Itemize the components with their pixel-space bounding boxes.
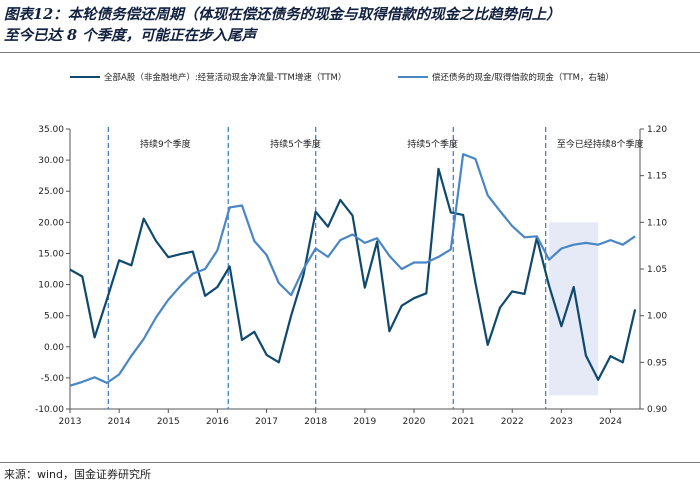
y-right-tick-label: 1.05 (647, 265, 667, 275)
x-tick-label: 2020 (403, 417, 426, 427)
x-tick-label: 2018 (304, 417, 327, 427)
y-left-tick-label: 30.00 (38, 156, 64, 166)
x-tick-label: 2022 (501, 417, 524, 427)
period-markers-group (107, 127, 547, 409)
y-left-tick-label: 10.00 (38, 281, 64, 291)
x-tick-label: 2016 (206, 417, 229, 427)
chart-title: 图表12：本轮债务偿还周期（体现在偿还债务的现金与取得借款的现金之比趋势向上） … (4, 4, 696, 46)
series-line-2 (69, 153, 636, 387)
legend-label-series1: 全部A股（非金融地产）:经营活动现金净流量-TTM增速（TTM） (104, 72, 346, 83)
source-divider (0, 462, 700, 463)
x-tick-label: 2019 (353, 417, 376, 427)
y-right-tick-label: 1.00 (647, 312, 667, 322)
source-note: 来源：wind，国金证券研究所 (4, 468, 152, 481)
y-right-tick-label: 0.95 (647, 358, 667, 368)
x-tick-label: 2017 (255, 417, 278, 427)
annotations-group: 持续9个季度 持续5个季度 持续5个季度 至今已经持续8个季度 (140, 138, 644, 150)
y-left-tick-label: 20.00 (38, 218, 64, 228)
y-left-tick-label: 25.00 (38, 187, 64, 197)
title-divider (0, 52, 700, 53)
x-tick-label: 2024 (599, 417, 622, 427)
y-right-tick-label: 1.10 (647, 218, 667, 228)
x-tick-label: 2021 (452, 417, 475, 427)
series-group (69, 153, 637, 387)
y-left-tick-label: 5.00 (44, 312, 64, 322)
y-left-tick-label: 0.00 (44, 343, 64, 353)
x-tick-label: 2015 (157, 417, 180, 427)
x-tick-label: 2014 (108, 417, 131, 427)
y-right-tick-label: 1.20 (647, 125, 667, 135)
chart-legend: 全部A股（非金融地产）:经营活动现金净流量-TTM增速（TTM） 偿还债务的现金… (70, 72, 614, 83)
series-line-1 (69, 167, 637, 381)
y-right-tick-label: 0.90 (647, 405, 667, 415)
period-annotation: 至今已经持续8个季度 (557, 138, 644, 150)
period-annotation: 持续5个季度 (270, 138, 321, 150)
chart-area: 全部A股（非金融地产）:经营活动现金净流量-TTM增速（TTM） 偿还债务的现金… (35, 72, 667, 427)
chart-title-line2: 至今已达 8 个季度，可能正在步入尾声 (4, 27, 257, 44)
x-tick-label: 2013 (59, 417, 82, 427)
y-left-tick-label: -5.00 (41, 374, 65, 384)
chart-title-line1: 图表12：本轮债务偿还周期（体现在偿还债务的现金与取得借款的现金之比趋势向上） (4, 6, 561, 23)
y-right-tick-label: 1.15 (647, 172, 667, 182)
y-left-tick-label: -10.00 (35, 405, 64, 415)
legend-label-series2: 偿还债务的现金/取得借款的现金（TTM，右轴） (432, 72, 614, 83)
y-left-tick-label: 15.00 (38, 249, 64, 259)
x-tick-label: 2023 (550, 417, 573, 427)
period-annotation: 持续5个季度 (407, 138, 458, 150)
period-annotation: 持续9个季度 (140, 138, 191, 150)
axes-group: 35.00 30.00 25.00 20.00 15.00 10.00 5.00 0.00 -5… (35, 125, 667, 427)
y-left-tick-label: 35.00 (38, 125, 64, 135)
